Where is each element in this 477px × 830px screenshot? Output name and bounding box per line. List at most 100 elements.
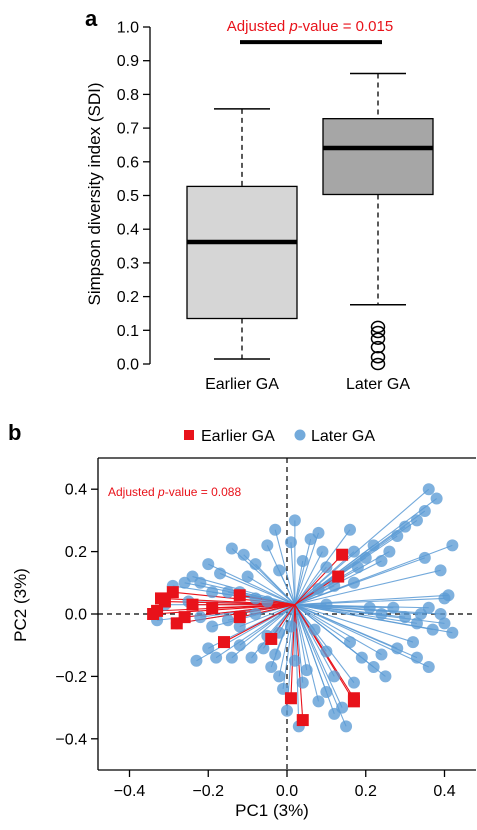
later-ga-loading-line [247,576,296,606]
y-tick-label: 0.9 [117,53,139,70]
later-ga-loading-line [294,538,312,605]
later-ga-point [206,620,219,633]
panel-a-boxes [186,72,434,371]
later-ga-point [265,661,278,674]
box-earlier-ga [186,185,298,320]
panel-b-x-axis-label: PC1 (3%) [235,801,309,820]
later-ga-point [379,670,392,683]
later-ga-point [367,661,380,674]
y-tick-label: 0.2 [65,544,87,561]
later-ga-point [241,570,254,583]
later-ga-point [237,548,250,561]
later-ga-point [296,676,309,689]
later-ga-point [391,530,404,542]
later-ga-point [446,539,459,552]
later-ga-point [233,639,246,652]
panel-a-letter: a [85,6,98,31]
earlier-ga-point [347,695,360,708]
later-ga-point [375,648,388,661]
later-ga-loading-line [294,604,418,624]
later-ga-point [233,620,246,633]
later-ga-point [418,551,431,564]
later-ga-point [351,561,364,574]
later-ga-loading-line [294,560,304,605]
outlier-point [370,357,386,371]
later-ga-point [387,601,400,614]
later-ga-loading-line [294,557,425,606]
later-ga-point [391,642,404,655]
outlier-point [370,320,386,334]
later-ga-point [221,614,234,627]
later-ga-point [312,583,325,596]
later-ga-loading-line [278,604,296,677]
later-ga-point [277,682,290,695]
later-ga-point [214,567,227,580]
later-ga-point [320,561,333,574]
later-ga-point [344,523,356,536]
y-tick-label: 0.0 [65,607,87,624]
later-ga-point [257,642,270,655]
later-ga-point [363,601,376,614]
later-ga-loading-line [294,597,445,606]
later-ga-loading-line [282,604,296,689]
later-ga-point [304,533,317,546]
outlier-point [370,332,386,345]
panel-b-points [147,483,459,733]
later-ga-loading-line [294,604,433,631]
earlier-ga-point [155,592,167,605]
later-ga-point [269,523,282,536]
legend-later-ga-marker [294,429,306,441]
y-tick-label: 0.6 [117,154,139,171]
panel-b-pca: b Earlier GA Later GA −0.4 −0.2 0.0 0.2 0.4−0… [8,420,476,820]
later-ga-point [438,617,451,630]
later-ga-point [281,704,293,717]
later-ga-point [438,592,451,605]
panel-b-legend: Earlier GA Later GA [184,428,375,445]
earlier-ga-point [284,692,297,705]
earlier-ga-point [296,714,309,727]
later-ga-loading-line [239,604,296,646]
y-tick-label: 1.0 [117,20,139,37]
later-ga-point [320,645,333,658]
later-ga-loading-line [219,572,296,606]
later-ga-loading-line [294,604,414,643]
later-ga-point [347,545,360,558]
later-ga-point [273,564,286,577]
y-tick-label: 0.3 [117,255,139,272]
later-ga-point [375,554,388,567]
later-ga-loading-line [274,529,296,605]
later-ga-loading-line [294,604,343,708]
later-ga-point [225,651,238,664]
outlier-point [370,351,386,364]
later-ga-point [344,636,356,649]
later-ga-point [194,611,207,624]
legend-later-ga-label: Later GA [311,428,375,445]
earlier-ga-point [186,598,199,611]
later-ga-loading-line [294,604,320,702]
later-ga-point [347,576,360,589]
later-ga-point [190,654,203,667]
later-ga-point [210,651,223,664]
earlier-ga-point [170,617,183,630]
later-ga-point [273,670,286,683]
later-ga-point [359,551,372,564]
y-tick-label: −0.2 [55,669,87,686]
earlier-ga-point [233,611,246,624]
later-ga-point [178,576,191,589]
outlier-point [370,340,386,354]
later-ga-point [202,642,215,655]
later-ga-point [288,654,301,667]
later-ga-loading-line [294,604,308,671]
later-ga-point [407,636,419,649]
outlier-point [370,325,386,339]
later-ga-loading-line [294,604,363,659]
later-ga-point [225,542,238,555]
panel-a-boxplot: a 0.0 0.1 0.2 0.3 0.4 0.5 0.6 0.7 0.8 0.9 1.0 Simp… [85,6,434,393]
later-ga-loading-line [294,604,351,643]
earlier-ga-point [218,636,230,649]
y-tick-label: 0.4 [117,222,139,239]
later-ga-point [410,617,423,630]
x-tick-label: Earlier GA [205,376,279,393]
earlier-ga-loading-line [153,604,295,615]
